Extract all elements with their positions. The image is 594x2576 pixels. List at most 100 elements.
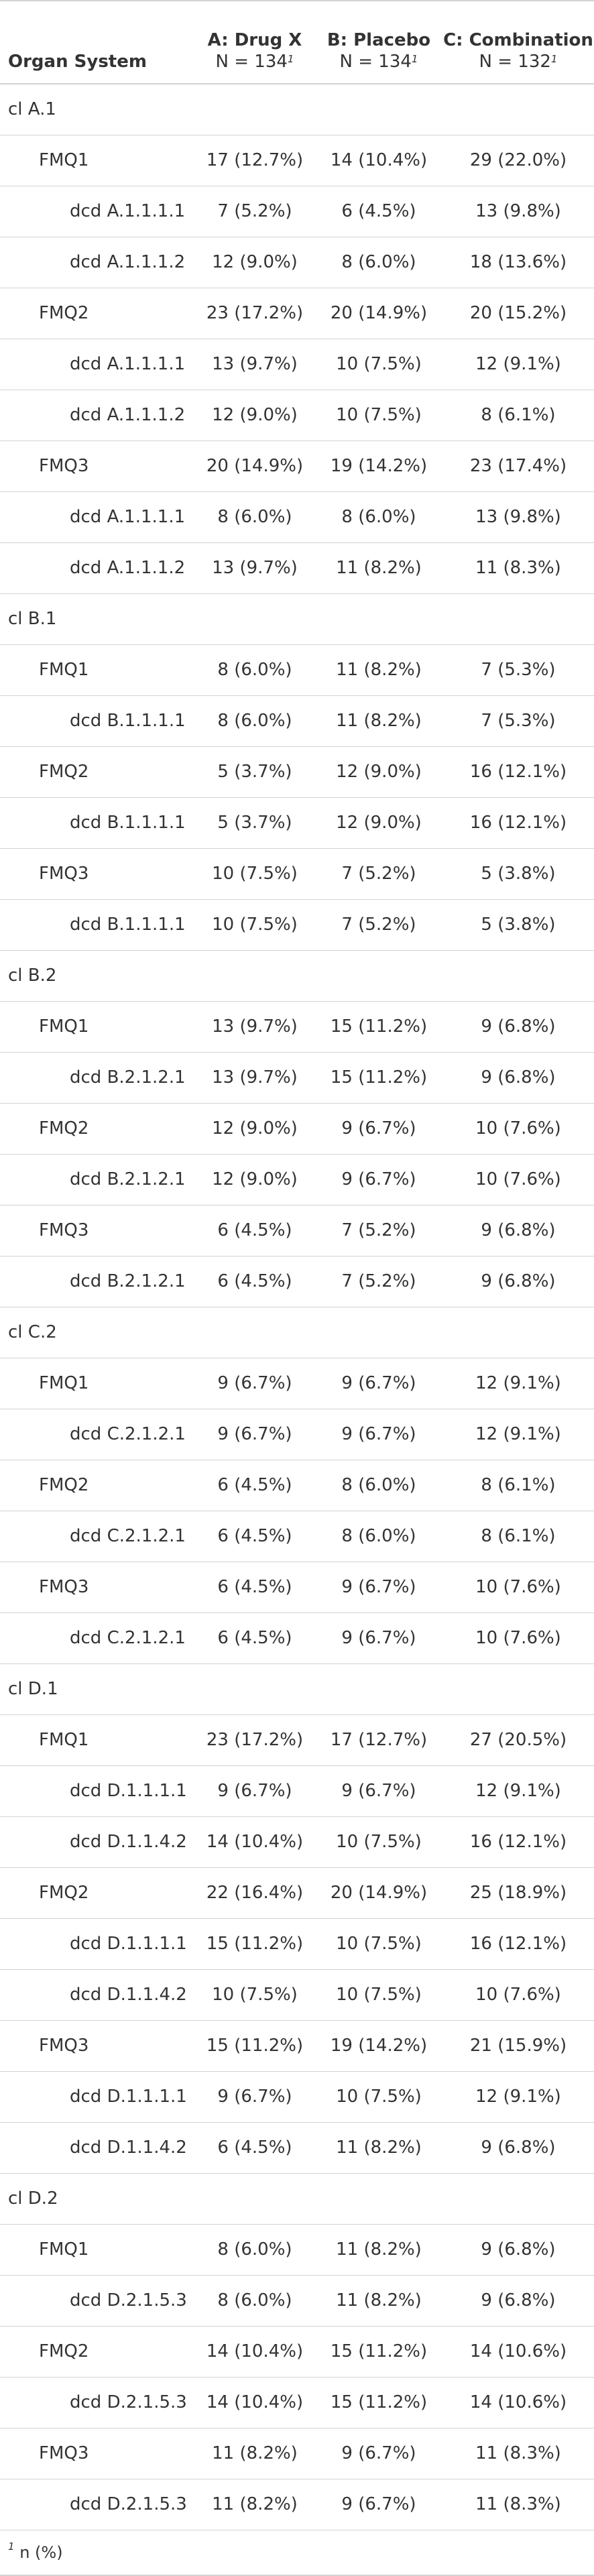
row-label: dcd D.1.1.1.1: [0, 1765, 194, 1817]
header-placebo-name: B: Placebo: [326, 30, 431, 50]
table-row: dcd D.1.1.1.1 15 (11.2%) 10 (7.5%) 16 (12.1…: [0, 1918, 594, 1970]
cell-placebo: 11 (8.2%): [315, 542, 442, 594]
cell-drug-x: 23 (17.2%): [194, 1714, 315, 1766]
cell-drug-x: 14 (10.4%): [194, 2326, 315, 2378]
table-row: FMQ2 22 (16.4%) 20 (14.9%) 25 (18.9%): [0, 1867, 594, 1919]
cell-combination: 21 (15.9%): [442, 2020, 594, 2072]
cell-combination: 18 (13.6%): [442, 237, 594, 288]
cell-combination: 10 (7.6%): [442, 1154, 594, 1206]
table-row: dcd C.2.1.2.1 9 (6.7%) 9 (6.7%) 12 (9.1%): [0, 1409, 594, 1460]
cell-placebo: 11 (8.2%): [315, 2275, 442, 2327]
header-combination-n: N = 1321: [442, 51, 594, 72]
cell-placebo: 9 (6.7%): [315, 2479, 442, 2530]
cell-combination: 12 (9.1%): [442, 1409, 594, 1460]
header-drug-x: A: Drug X N = 1341: [194, 0, 315, 84]
table-row: dcd A.1.1.1.1 13 (9.7%) 10 (7.5%) 12 (9.1%): [0, 339, 594, 390]
row-label: dcd B.1.1.1.1: [0, 695, 194, 747]
cell-drug-x: 9 (6.7%): [194, 1409, 315, 1460]
cell-combination: 27 (20.5%): [442, 1714, 594, 1766]
cell-placebo: 10 (7.5%): [315, 1969, 442, 2021]
header-placebo-n-text: N = 134: [339, 52, 412, 72]
cell-drug-x: [194, 1307, 315, 1358]
row-label: FMQ2: [0, 746, 194, 798]
cell-combination: 25 (18.9%): [442, 1867, 594, 1919]
cell-drug-x: 6 (4.5%): [194, 1613, 315, 1664]
table-row: dcd D.1.1.4.2 14 (10.4%) 10 (7.5%) 16 (12.1…: [0, 1816, 594, 1868]
table-row: FMQ1 9 (6.7%) 9 (6.7%) 12 (9.1%): [0, 1358, 594, 1409]
cell-combination: [442, 2173, 594, 2225]
cell-combination: 29 (22.0%): [442, 135, 594, 186]
cell-drug-x: 8 (6.0%): [194, 2224, 315, 2276]
cell-placebo: 9 (6.7%): [315, 1409, 442, 1460]
cell-combination: 14 (10.6%): [442, 2377, 594, 2428]
table-row: dcd B.1.1.1.1 5 (3.7%) 12 (9.0%) 16 (12.1%): [0, 797, 594, 849]
cell-combination: 9 (6.8%): [442, 2224, 594, 2276]
cell-placebo: 11 (8.2%): [315, 2224, 442, 2276]
cell-combination: 12 (9.1%): [442, 1765, 594, 1817]
table-row: dcd A.1.1.1.1 8 (6.0%) 8 (6.0%) 13 (9.8%): [0, 491, 594, 543]
header-drug-x-n-text: N = 134: [215, 52, 288, 72]
cell-placebo: 15 (11.2%): [315, 1001, 442, 1053]
cell-combination: 7 (5.3%): [442, 695, 594, 747]
row-label: dcd A.1.1.1.1: [0, 339, 194, 390]
row-label: cl B.2: [0, 950, 194, 1002]
header-combination: C: Combination N = 1321: [442, 0, 594, 84]
row-label: FMQ3: [0, 1562, 194, 1613]
table-row: FMQ1 23 (17.2%) 17 (12.7%) 27 (20.5%): [0, 1714, 594, 1766]
cell-combination: 13 (9.8%): [442, 186, 594, 237]
header-row: Organ System A: Drug X N = 1341 B: Place…: [0, 0, 594, 84]
cell-drug-x: 11 (8.2%): [194, 2428, 315, 2479]
cell-placebo: 8 (6.0%): [315, 237, 442, 288]
cell-combination: 10 (7.6%): [442, 1562, 594, 1613]
group-row: cl D.1: [0, 1663, 594, 1715]
cell-placebo: 11 (8.2%): [315, 695, 442, 747]
group-row: cl D.2: [0, 2173, 594, 2225]
row-label: dcd D.2.1.5.3: [0, 2479, 194, 2530]
footnote-mark: 1: [287, 53, 294, 65]
table-row: FMQ3 6 (4.5%) 9 (6.7%) 10 (7.6%): [0, 1562, 594, 1613]
cell-placebo: [315, 1307, 442, 1358]
cell-combination: 7 (5.3%): [442, 644, 594, 696]
table-header: Organ System A: Drug X N = 1341 B: Place…: [0, 0, 594, 84]
cell-drug-x: 6 (4.5%): [194, 1460, 315, 1511]
row-label: FMQ1: [0, 644, 194, 696]
cell-drug-x: 6 (4.5%): [194, 1511, 315, 1562]
cell-drug-x: 13 (9.7%): [194, 339, 315, 390]
row-label: FMQ3: [0, 2020, 194, 2072]
cell-placebo: [315, 593, 442, 645]
cell-combination: 16 (12.1%): [442, 746, 594, 798]
table-row: FMQ1 13 (9.7%) 15 (11.2%) 9 (6.8%): [0, 1001, 594, 1053]
cell-drug-x: 13 (9.7%): [194, 1052, 315, 1104]
cell-combination: 10 (7.6%): [442, 1613, 594, 1664]
cell-combination: 16 (12.1%): [442, 797, 594, 849]
cell-drug-x: 6 (4.5%): [194, 1562, 315, 1613]
cell-drug-x: 15 (11.2%): [194, 2020, 315, 2072]
table-row: FMQ1 8 (6.0%) 11 (8.2%) 7 (5.3%): [0, 644, 594, 696]
cell-drug-x: 6 (4.5%): [194, 1256, 315, 1307]
cell-drug-x: 15 (11.2%): [194, 1918, 315, 1970]
table-row: dcd D.2.1.5.3 8 (6.0%) 11 (8.2%) 9 (6.8%): [0, 2275, 594, 2327]
footnote-text: n (%): [19, 2542, 63, 2562]
cell-combination: [442, 1307, 594, 1358]
cell-drug-x: 5 (3.7%): [194, 746, 315, 798]
table-row: FMQ2 6 (4.5%) 8 (6.0%) 8 (6.1%): [0, 1460, 594, 1511]
cell-drug-x: 9 (6.7%): [194, 1765, 315, 1817]
cell-placebo: 9 (6.7%): [315, 1103, 442, 1155]
header-drug-x-name: A: Drug X: [207, 30, 302, 50]
cell-placebo: 8 (6.0%): [315, 1511, 442, 1562]
cell-drug-x: 17 (12.7%): [194, 135, 315, 186]
table-row: dcd C.2.1.2.1 6 (4.5%) 9 (6.7%) 10 (7.6%): [0, 1613, 594, 1664]
header-combination-name: C: Combination: [443, 30, 593, 50]
row-label: FMQ1: [0, 2224, 194, 2276]
row-label: cl B.1: [0, 593, 194, 645]
cell-drug-x: 23 (17.2%): [194, 288, 315, 339]
cell-combination: 9 (6.8%): [442, 1256, 594, 1307]
table-row: FMQ1 8 (6.0%) 11 (8.2%) 9 (6.8%): [0, 2224, 594, 2276]
cell-drug-x: [194, 84, 315, 135]
footnote-row: 1 n (%): [0, 2530, 594, 2576]
cell-placebo: 9 (6.7%): [315, 1765, 442, 1817]
table-row: FMQ3 15 (11.2%) 19 (14.2%) 21 (15.9%): [0, 2020, 594, 2072]
row-label: cl D.2: [0, 2173, 194, 2225]
group-row: cl B.1: [0, 593, 594, 645]
